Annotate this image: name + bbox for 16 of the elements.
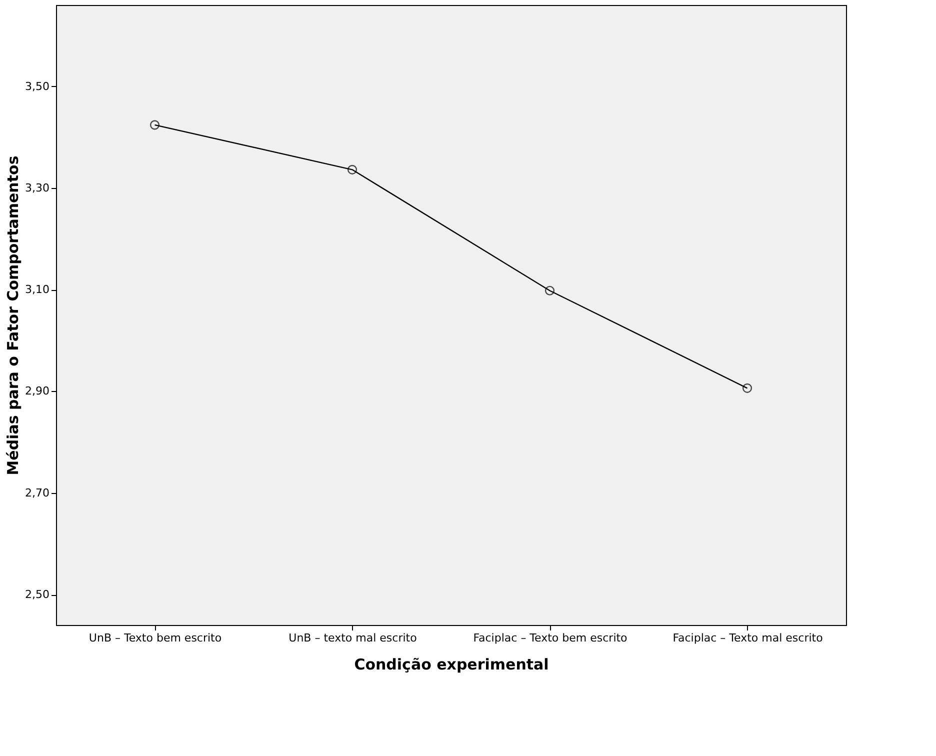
x-tick-label: Faciplac – Texto mal escrito (672, 632, 824, 644)
y-tick-label: 2,50 (25, 588, 50, 602)
point (544, 286, 555, 296)
y-tick-label: 2,90 (25, 384, 50, 398)
point (347, 164, 358, 174)
point (742, 383, 752, 393)
x-axis-title: Condição experimental (354, 656, 549, 674)
x-tick-label: Faciplac – Texto bem escrito (473, 632, 628, 644)
y-tick-label: 3,50 (25, 80, 50, 93)
x-tick-label: UnB – texto mal escrito (288, 632, 418, 644)
y-tick-label: 3,10 (25, 283, 50, 296)
y-tick-label: 2,70 (25, 486, 50, 500)
point (150, 120, 160, 130)
y-axis-title: Médias para o Fator Comportamentos (4, 156, 22, 476)
x-tick-label: UnB – Texto bem escrito (88, 632, 222, 644)
y-tick-label: 3,30 (25, 181, 50, 194)
